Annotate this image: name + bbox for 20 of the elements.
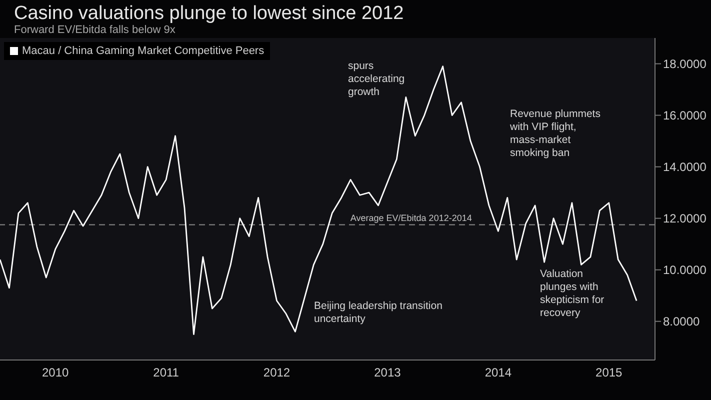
y-tick-label: 18.0000 (663, 57, 707, 72)
x-tick-label: 2013 (374, 366, 402, 380)
legend-label: Macau / China Gaming Market Competitive Peers (21, 45, 264, 57)
chart-title: Casino valuations plunge to lowest since 2012 (14, 3, 404, 25)
y-tick-label: 12.0000 (663, 212, 707, 226)
annotation: Revenue plummets with VIP flight, mass-market smoking ban (510, 108, 602, 160)
x-tick-label: 2010 (42, 366, 70, 380)
chart-subtitle: Forward EV/Ebitda falls below 9x (14, 24, 176, 36)
annotation: Valuation plunges with skepticism for recovery (540, 268, 606, 320)
x-tick-label: 2014 (484, 366, 512, 380)
x-tick-label: 2012 (263, 366, 290, 380)
y-tick-label: 10.0000 (663, 263, 707, 278)
annotation: Beijing leadership transition uncertainty (314, 300, 444, 326)
ref-line-label: Average EV/Ebitda 2012-2014 (350, 212, 472, 223)
x-tick-label: 2015 (596, 366, 623, 380)
y-tick-label: 8.0000 (663, 314, 700, 329)
y-tick-label: 14.0000 (663, 160, 707, 174)
y-tick-label: 16.0000 (663, 108, 707, 123)
x-tick-label: 2011 (153, 366, 180, 380)
annotation: spurs accelerating growth (348, 60, 406, 99)
